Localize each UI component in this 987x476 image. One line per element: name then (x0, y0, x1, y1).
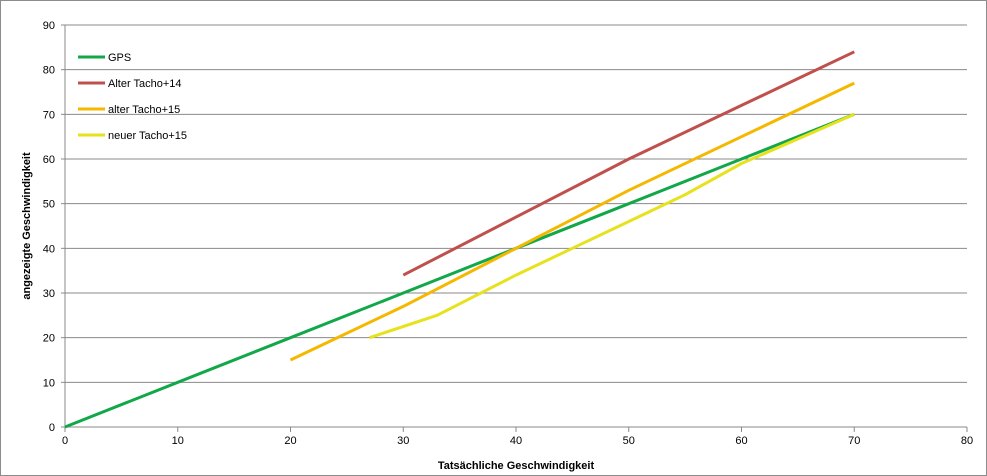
y-tick-label: 20 (43, 333, 55, 345)
y-tick-label: 50 (43, 199, 55, 211)
x-tick-label: 0 (62, 435, 68, 447)
x-tick-label: 20 (284, 435, 296, 447)
series-line-alter-tacho-15 (289, 81, 855, 362)
data-series (64, 50, 855, 429)
axes (61, 24, 968, 432)
legend: GPS Alter Tacho+14 alter Tacho+15 neuer Tac… (78, 52, 187, 142)
y-tick-label: 40 (43, 243, 55, 255)
series-line-neuer-tacho-15 (368, 112, 855, 340)
y-tick-label: 70 (43, 109, 55, 121)
legend-label: neuer Tacho+15 (108, 130, 187, 142)
y-tick-label: 10 (43, 377, 55, 389)
x-tick-label: 40 (510, 435, 522, 447)
legend-label: Alter Tacho+14 (108, 78, 182, 90)
series-line-gps (64, 112, 855, 429)
x-tick-label: 70 (848, 435, 860, 447)
x-tick-label: 30 (397, 435, 409, 447)
grid-lines (65, 24, 967, 383)
x-tick-label: 50 (623, 435, 635, 447)
legend-label: GPS (108, 52, 131, 64)
y-tick-label: 0 (49, 422, 55, 434)
y-tick-label: 60 (43, 154, 55, 166)
y-tick-label: 80 (43, 65, 55, 77)
tick-labels: 0 10 20 30 40 50 60 70 80 90 0 10 20 30 40 50 60 70 80 (43, 20, 973, 447)
x-tick-label: 60 (735, 435, 747, 447)
y-tick-label: 30 (43, 288, 55, 300)
legend-label: alter Tacho+15 (108, 104, 180, 116)
series-line-alter-tacho-14 (402, 50, 855, 277)
y-axis-title: angezeigte Geschwindigkeit (21, 152, 33, 300)
x-axis-title: Tatsächliche Geschwindigkeit (438, 460, 595, 472)
x-tick-label: 10 (172, 435, 184, 447)
x-tick-label: 80 (961, 435, 973, 447)
y-tick-label: 90 (43, 20, 55, 32)
